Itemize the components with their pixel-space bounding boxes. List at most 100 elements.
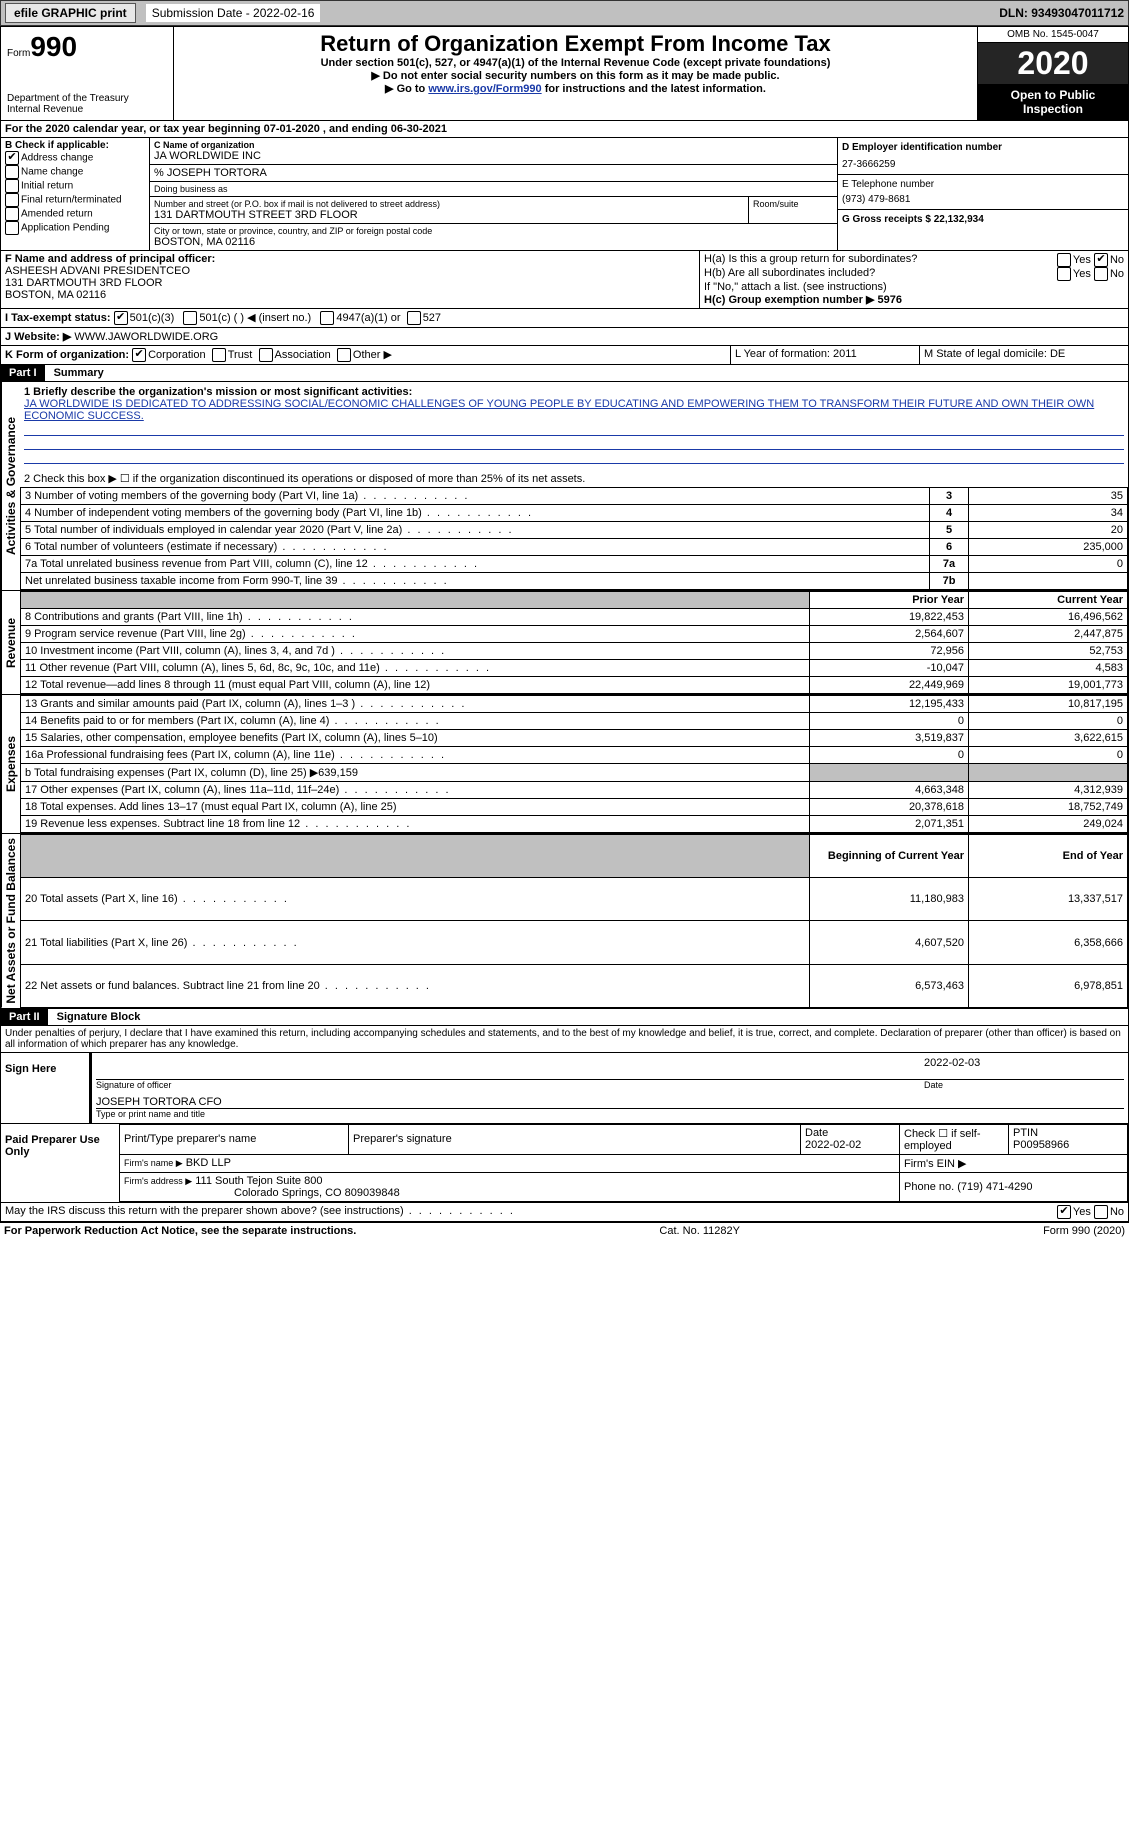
- l21-t: 21 Total liabilities (Part X, line 26): [21, 921, 810, 964]
- tax-year-range: For the 2020 calendar year, or tax year …: [1, 121, 1128, 137]
- chk-Hb-no[interactable]: [1094, 267, 1108, 281]
- chk-app-pending[interactable]: [5, 221, 19, 235]
- l6-val: 235,000: [969, 539, 1128, 556]
- vtab-netassets: Net Assets or Fund Balances: [1, 834, 20, 1008]
- ein-value: 27-3666259: [842, 159, 1124, 170]
- chk-trust[interactable]: [212, 348, 226, 362]
- I-label: I Tax-exempt status:: [5, 312, 111, 324]
- ptin-label: PTIN: [1013, 1127, 1123, 1139]
- l7a-val: 0: [969, 556, 1128, 573]
- l18-p: 20,378,618: [810, 799, 969, 816]
- chk-501c3[interactable]: ✔: [114, 311, 128, 325]
- part1-tag: Part I: [1, 365, 45, 381]
- lbl-assoc: Association: [275, 349, 331, 361]
- chk-corp[interactable]: ✔: [132, 348, 146, 362]
- efile-print-button[interactable]: efile GRAPHIC print: [5, 3, 136, 23]
- chk-Hb-yes[interactable]: [1057, 267, 1071, 281]
- D-label: D Employer identification number: [842, 142, 1124, 153]
- Hb-note: If "No," attach a list. (see instruction…: [704, 281, 1124, 293]
- l7a-text: 7a Total unrelated business revenue from…: [21, 556, 930, 573]
- lbl-name-change: Name change: [21, 167, 83, 178]
- l17-p: 4,663,348: [810, 782, 969, 799]
- l13-t: 13 Grants and similar amounts paid (Part…: [21, 696, 810, 713]
- lbl-trust: Trust: [228, 349, 253, 361]
- mission-line3: [24, 452, 1124, 464]
- section-FH: F Name and address of principal officer:…: [0, 251, 1129, 309]
- open-public-inspection: Open to Public Inspection: [978, 84, 1128, 120]
- lbl-501c: 501(c) ( ) ◀ (insert no.): [199, 312, 311, 324]
- lbl-discuss-yes: Yes: [1073, 1206, 1091, 1218]
- l5-val: 20: [969, 522, 1128, 539]
- l19-c: 249,024: [969, 816, 1128, 833]
- Hc-label: H(c) Group exemption number ▶ 5976: [704, 293, 1124, 306]
- part2-header: Part II Signature Block: [0, 1009, 1129, 1026]
- L-year: L Year of formation: 2011: [730, 346, 919, 364]
- chk-501c[interactable]: [183, 311, 197, 325]
- section-KLM: K Form of organization: ✔Corporation Tru…: [0, 346, 1129, 365]
- form-number: 990: [30, 31, 77, 62]
- section-J: J Website: ▶ WWW.JAWORLDWIDE.ORG: [0, 328, 1129, 346]
- vtab-expenses: Expenses: [1, 695, 20, 833]
- phone-value: (973) 479-8681: [842, 194, 1124, 205]
- lbl-501c3: 501(c)(3): [130, 312, 175, 324]
- preparer-table: Print/Type preparer's name Preparer's si…: [119, 1124, 1128, 1202]
- lbl-yes2: Yes: [1073, 268, 1091, 280]
- submission-date: Submission Date - 2022-02-16: [146, 4, 321, 22]
- chk-Ha-no[interactable]: ✔: [1094, 253, 1108, 267]
- G-gross-receipts: G Gross receipts $ 22,132,934: [842, 214, 1124, 225]
- mission-line2: [24, 438, 1124, 450]
- K-label: K Form of organization:: [5, 349, 129, 361]
- vtab-revenue: Revenue: [1, 591, 20, 694]
- omb-number: OMB No. 1545-0047: [978, 27, 1128, 43]
- chk-discuss-yes[interactable]: ✔: [1057, 1205, 1071, 1219]
- revenue-block: Revenue Prior YearCurrent Year 8 Contrib…: [0, 591, 1129, 695]
- C-label: C Name of organization: [154, 140, 833, 150]
- M-state: M State of legal domicile: DE: [919, 346, 1128, 364]
- part1-header: Part I Summary: [0, 365, 1129, 382]
- officer-printed-name: JOSEPH TORTORA CFO: [96, 1096, 1124, 1109]
- lbl-app-pending: Application Pending: [21, 223, 109, 234]
- paid-preparer-block: Paid Preparer Use Only Print/Type prepar…: [0, 1124, 1129, 1203]
- firm-addr-value2: Colorado Springs, CO 809039848: [124, 1187, 895, 1199]
- part1-title: Summary: [48, 367, 104, 379]
- chk-amended[interactable]: [5, 207, 19, 221]
- chk-initial[interactable]: [5, 179, 19, 193]
- l9-p: 2,564,607: [810, 626, 969, 643]
- chk-assoc[interactable]: [259, 348, 273, 362]
- officer-name: ASHEESH ADVANI PRESIDENTCEO: [5, 265, 695, 277]
- chk-other[interactable]: [337, 348, 351, 362]
- l22-p: 6,573,463: [810, 964, 969, 1007]
- top-toolbar: efile GRAPHIC print Submission Date - 20…: [0, 0, 1129, 26]
- chk-Ha-yes[interactable]: [1057, 253, 1071, 267]
- B-label: B Check if applicable:: [5, 140, 145, 151]
- chk-discuss-no[interactable]: [1094, 1205, 1108, 1219]
- chk-name-change[interactable]: [5, 165, 19, 179]
- room-label: Room/suite: [749, 197, 837, 223]
- l16b-c: [969, 764, 1128, 782]
- irs-link[interactable]: www.irs.gov/Form990: [428, 83, 541, 95]
- form-footer: Form 990 (2020): [1043, 1225, 1125, 1237]
- l8-t: 8 Contributions and grants (Part VIII, l…: [21, 609, 810, 626]
- chk-4947[interactable]: [320, 311, 334, 325]
- l19-t: 19 Revenue less expenses. Subtract line …: [21, 816, 810, 833]
- firm-addr-value: 111 South Tejon Suite 800: [195, 1175, 322, 1187]
- mission-label: 1 Briefly describe the organization's mi…: [24, 386, 1124, 398]
- l12-t: 12 Total revenue—add lines 8 through 11 …: [21, 677, 810, 694]
- E-label: E Telephone number: [842, 179, 1124, 190]
- l12-p: 22,449,969: [810, 677, 969, 694]
- chk-final[interactable]: [5, 193, 19, 207]
- sign-here-block: Sign Here 2022-02-03 Signature of office…: [0, 1053, 1129, 1124]
- paid-preparer-label: Paid Preparer Use Only: [1, 1124, 119, 1202]
- sign-officer-label: Signature of officer: [96, 1080, 924, 1090]
- cat-no: Cat. No. 11282Y: [659, 1225, 740, 1237]
- chk-527[interactable]: [407, 311, 421, 325]
- vtab-governance: Activities & Governance: [1, 382, 20, 590]
- l4-val: 34: [969, 505, 1128, 522]
- l17-c: 4,312,939: [969, 782, 1128, 799]
- firm-addr-label: Firm's address ▶: [124, 1176, 192, 1186]
- chk-address-change[interactable]: ✔: [5, 151, 19, 165]
- l15-p: 3,519,837: [810, 730, 969, 747]
- part2-tag: Part II: [1, 1009, 48, 1025]
- l14-t: 14 Benefits paid to or for members (Part…: [21, 713, 810, 730]
- l11-p: -10,047: [810, 660, 969, 677]
